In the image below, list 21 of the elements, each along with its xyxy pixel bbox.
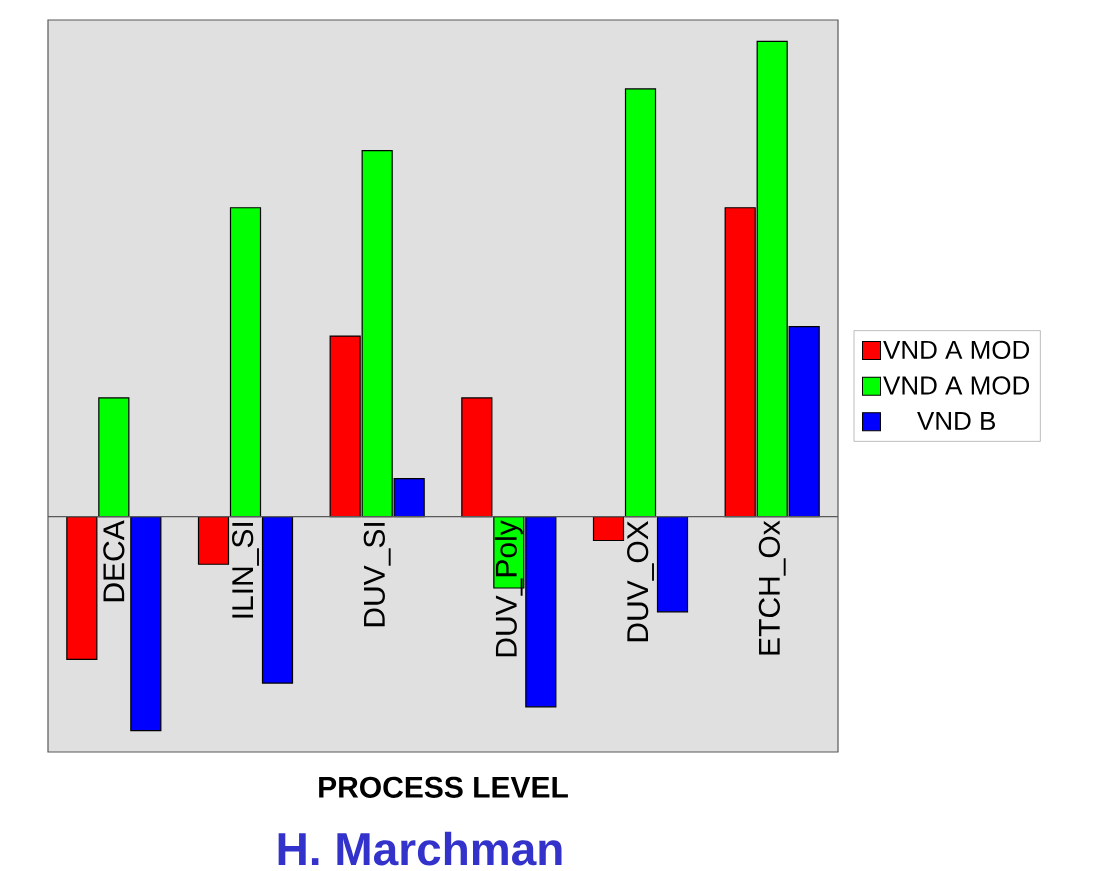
- x-tick-label: DUV_SI: [363, 523, 391, 627]
- bar: [624, 88, 657, 518]
- bar: [229, 207, 262, 518]
- x-axis-title: PROCESS LEVEL: [319, 776, 568, 798]
- x-tick-label: ILIN_SI: [232, 523, 259, 618]
- bar: [656, 516, 689, 613]
- x-tick-label: DUV_OX: [627, 520, 654, 642]
- bar: [592, 516, 625, 542]
- bar: [98, 397, 130, 518]
- bar: [261, 516, 294, 684]
- bar: [130, 516, 162, 732]
- x-tick-label: DECA: [103, 520, 125, 602]
- x-tick-label: DUV_Poly: [494, 520, 523, 657]
- legend-label: VND B: [917, 411, 996, 430]
- x-tick-label: ETCH_Ox: [758, 520, 786, 655]
- legend-label: VND A MOD: [883, 340, 1030, 360]
- bar: [66, 516, 98, 660]
- bar: [197, 516, 230, 565]
- text: H. Marchman: [278, 831, 562, 866]
- bar: [461, 397, 493, 518]
- legend-label: VND A MOD: [883, 376, 1030, 395]
